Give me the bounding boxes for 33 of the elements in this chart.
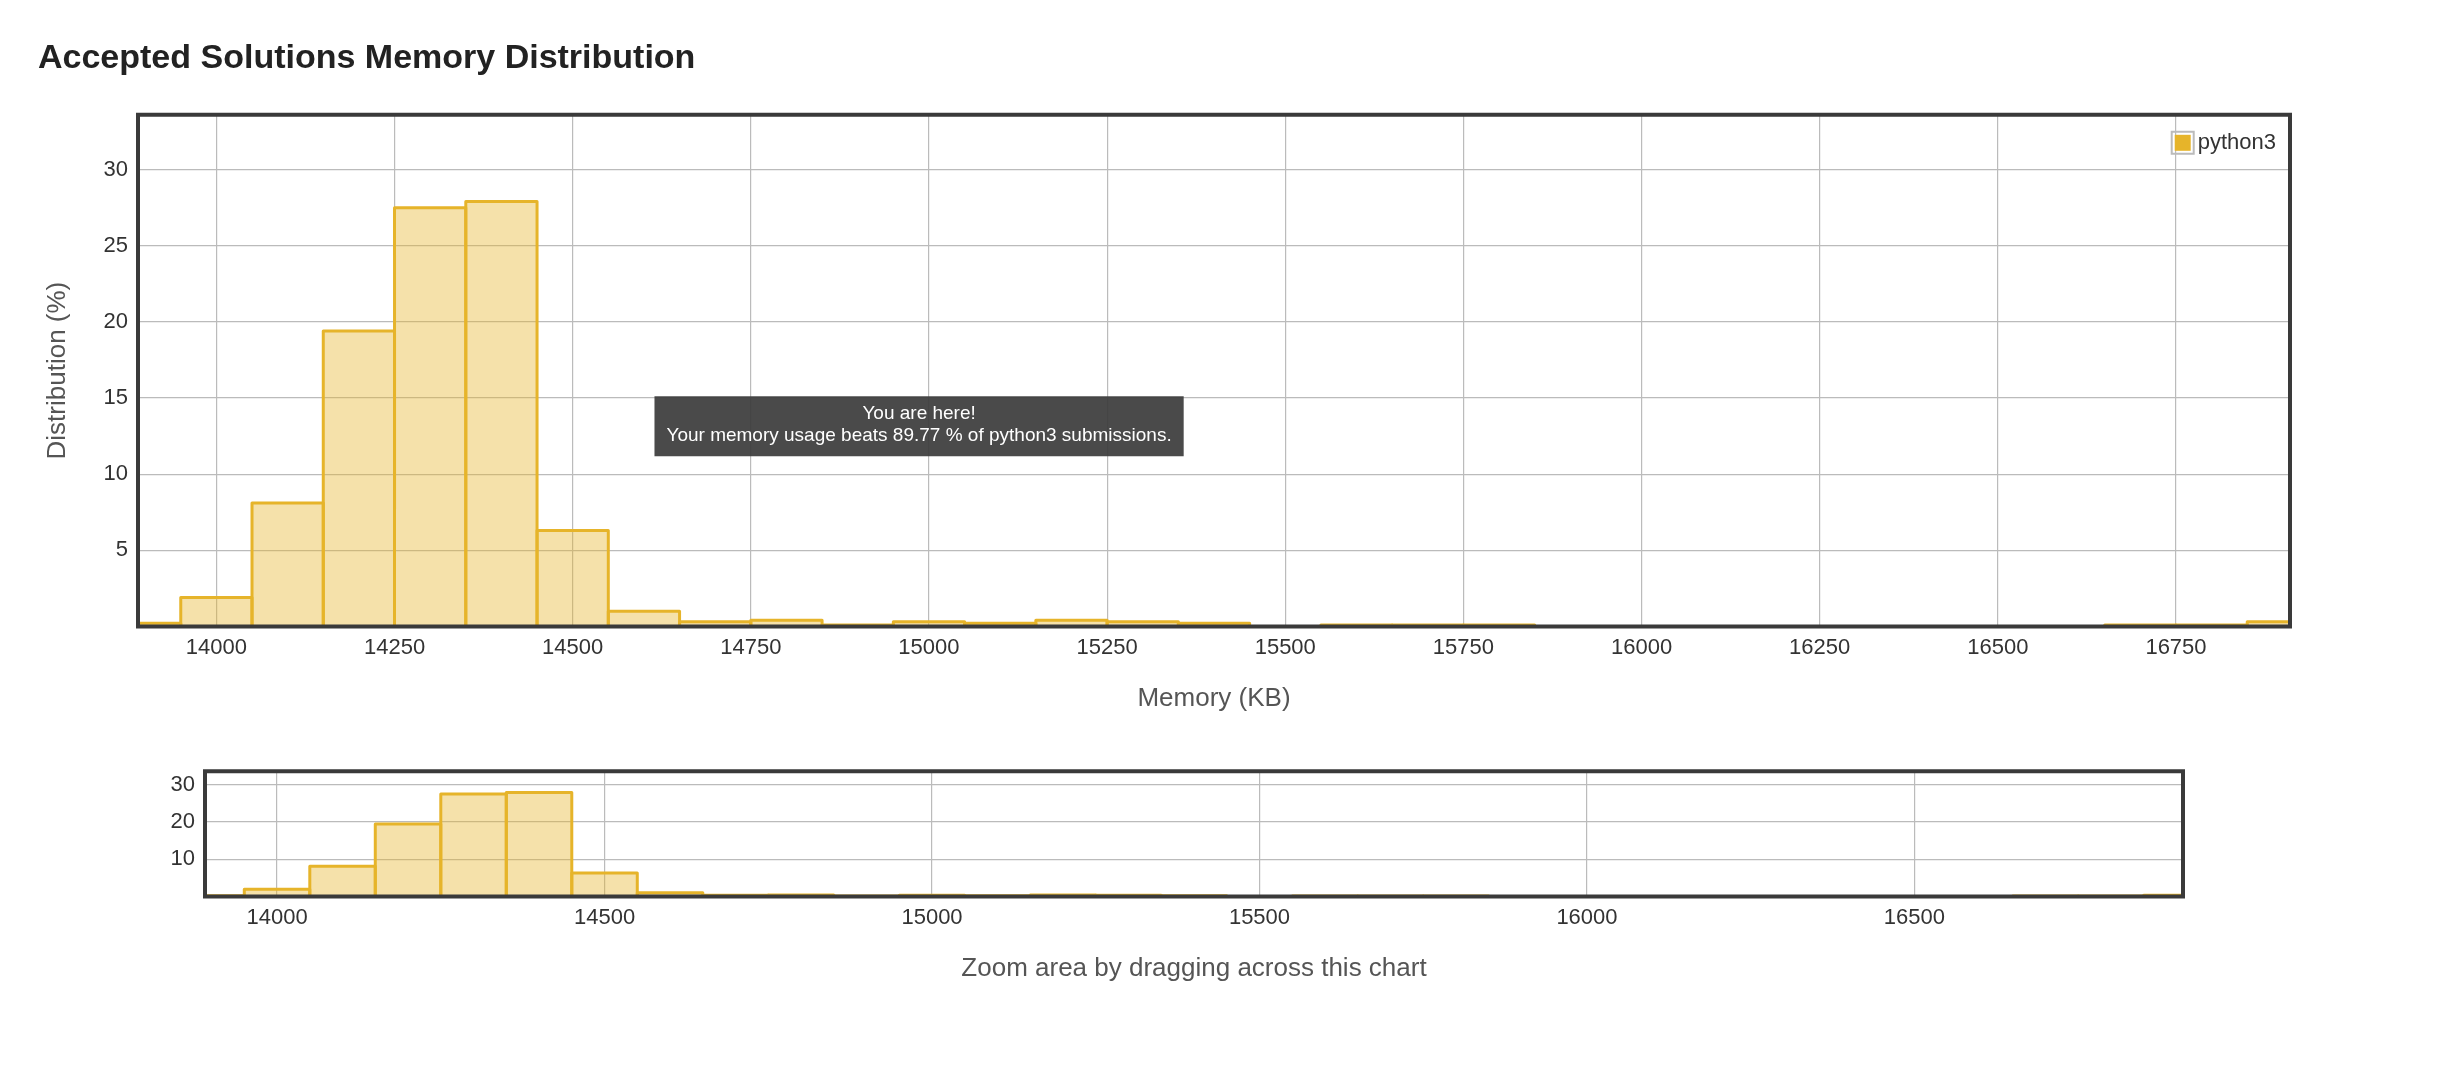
x-tick-label: 15000: [901, 903, 963, 929]
x-tick-label: 16500: [1967, 633, 2029, 659]
x-tick-label: 16250: [1789, 633, 1851, 659]
y-tick-label: 25: [103, 231, 128, 257]
y-tick-label: 15: [103, 384, 128, 410]
y-tick-label: 10: [103, 460, 128, 486]
y-tick-label: 20: [103, 307, 128, 333]
x-tick-label: 16500: [1883, 903, 1946, 929]
y-tick-label: 10: [170, 845, 195, 871]
x-tick-label: 14750: [720, 633, 782, 659]
x-tick-label: 16750: [2145, 633, 2207, 659]
x-tick-label: 16000: [1610, 633, 1673, 659]
x-tick-label: 14250: [363, 633, 426, 659]
x-tick-label: 14500: [573, 903, 636, 929]
legend-label: python3: [2197, 128, 2277, 154]
x-tick-label: 16000: [1556, 903, 1618, 929]
y-tick-label: 30: [170, 770, 195, 796]
x-tick-label: 15750: [1432, 633, 1494, 659]
y-tick-label: 20: [170, 807, 195, 833]
annotation: You are here! Your memory usage beats 89.77 % of python3 submissions.: [666, 401, 1172, 445]
x-tick-label: 15500: [1228, 903, 1291, 929]
x-axis-title: Zoom area by dragging across this chart: [961, 951, 1428, 982]
y-tick-label: 30: [103, 155, 128, 181]
x-tick-label: 14000: [246, 903, 308, 929]
x-tick-label: 15500: [1254, 633, 1316, 659]
x-tick-label: 14000: [185, 633, 247, 659]
x-tick-label: 14500: [542, 633, 604, 659]
chart-title: Accepted Solutions Memory Distribution: [38, 36, 696, 75]
x-tick-label: 15250: [1076, 633, 1138, 659]
x-tick-label: 15000: [898, 633, 960, 659]
x-axis-title: Memory (KB): [1137, 681, 1291, 712]
y-axis-title: Distribution (%): [40, 281, 71, 460]
y-tick-label: 5: [115, 536, 128, 562]
